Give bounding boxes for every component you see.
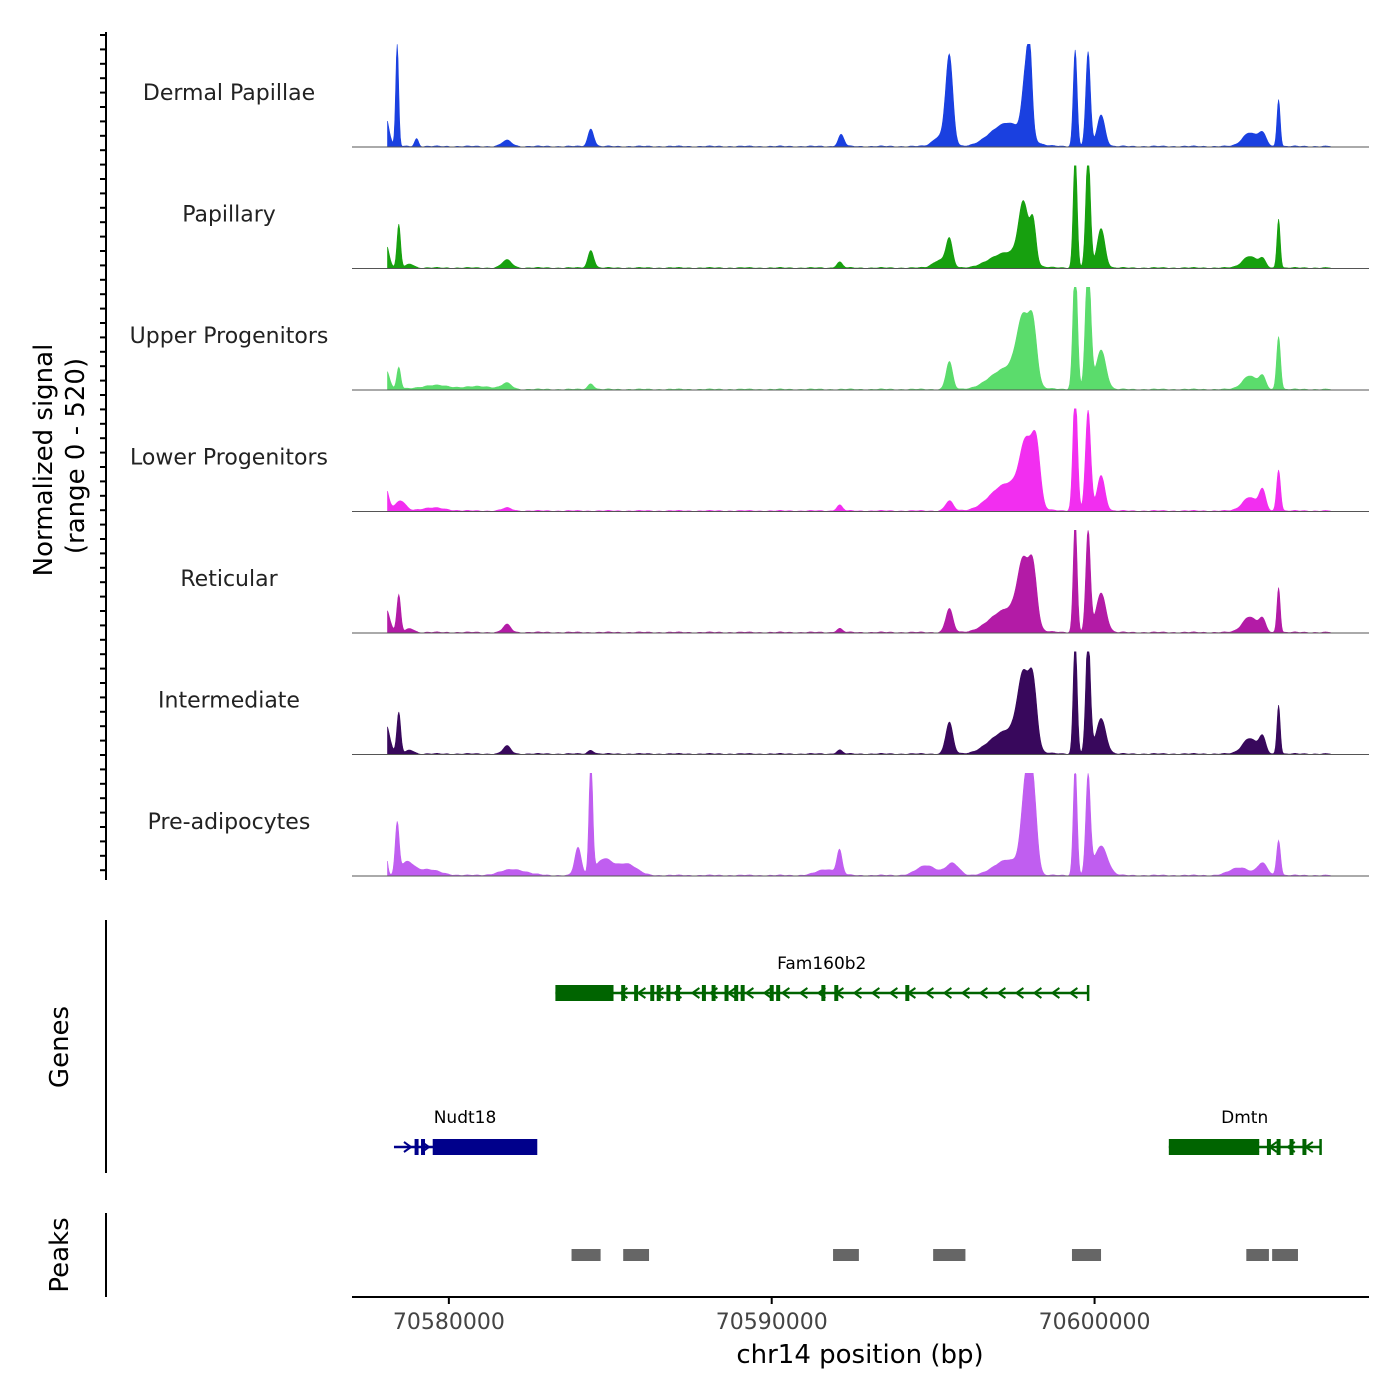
coverage-ylabel-line2: (range 0 - 520)	[61, 358, 91, 554]
exon	[634, 985, 639, 1001]
track-label: Intermediate	[158, 689, 300, 714]
strand-arrow	[780, 987, 790, 999]
exon	[1276, 1139, 1281, 1155]
strand-arrow	[924, 987, 934, 999]
exon	[1289, 1139, 1294, 1155]
peaks-axis-label: Peaks	[45, 1217, 75, 1292]
peak-region	[1272, 1249, 1298, 1261]
strand-arrow	[1050, 987, 1060, 999]
strand-arrow	[798, 987, 808, 999]
coverage-signal	[387, 44, 1331, 148]
strand-arrow	[636, 987, 646, 999]
coding-exon	[1168, 1139, 1260, 1155]
strand-arrow	[888, 987, 898, 999]
coverage-track: Lower Progenitors	[130, 408, 1369, 512]
exon	[621, 985, 626, 1001]
gene-label: Dmtn	[1221, 1108, 1268, 1128]
peak-region	[833, 1249, 859, 1261]
strand-arrow	[1032, 987, 1042, 999]
exon	[676, 985, 681, 1001]
exon	[711, 985, 716, 1001]
gene-label: Fam160b2	[777, 954, 866, 974]
exon	[724, 985, 729, 1001]
peak-region	[623, 1249, 650, 1261]
coverage-signal	[387, 165, 1331, 269]
peak-region	[571, 1249, 601, 1261]
genes-track: Fam160b2 Nudt18 Dmtn	[393, 954, 1322, 1155]
track-label: Dermal Papillae	[143, 81, 315, 106]
strand-arrow	[870, 987, 880, 999]
coding-exon	[432, 1139, 537, 1155]
coverage-signal	[387, 772, 1331, 877]
exon	[656, 985, 661, 1001]
strand-arrow	[654, 987, 664, 999]
coverage-track: Reticular	[180, 530, 1369, 634]
x-tick-label: 70600000	[1039, 1310, 1151, 1335]
strand-arrow	[744, 987, 754, 999]
coverage-track: Upper Progenitors	[130, 287, 1369, 391]
coverage-tracks: Dermal Papillae Papillary Upper Progenitor…	[130, 44, 1369, 877]
x-axis: 70580000 70590000 70600000	[352, 1296, 1369, 1335]
genes-axis-label: Genes	[45, 1006, 75, 1088]
coverage-y-axis	[100, 32, 107, 880]
track-label: Reticular	[180, 567, 278, 592]
peaks-track	[571, 1249, 1298, 1261]
exon	[769, 985, 774, 1001]
peak-region	[933, 1249, 966, 1261]
coverage-track: Dermal Papillae	[143, 44, 1369, 148]
strand-arrow	[1068, 987, 1078, 999]
coding-exon	[555, 985, 614, 1001]
exon	[701, 985, 706, 1001]
strand-arrow	[960, 987, 970, 999]
peak-region	[1246, 1249, 1269, 1261]
strand-arrow	[852, 987, 862, 999]
exon	[821, 985, 826, 1001]
strand-arrow	[942, 987, 952, 999]
track-label: Upper Progenitors	[130, 324, 329, 349]
track-label: Lower Progenitors	[130, 446, 328, 471]
exon	[905, 985, 910, 1001]
strand-arrow	[762, 987, 772, 999]
coverage-signal	[387, 651, 1331, 755]
coverage-ylabel-line1: Normalized signal	[29, 344, 59, 577]
strand-arrow	[1014, 987, 1024, 999]
exon	[1266, 1139, 1271, 1155]
coverage-signal	[387, 408, 1331, 512]
track-label: Papillary	[182, 203, 276, 228]
coverage-track: Papillary	[182, 165, 1369, 269]
gene: Fam160b2	[555, 954, 1090, 1001]
strand-arrow	[690, 987, 700, 999]
exon	[734, 985, 739, 1001]
exon	[1302, 1139, 1307, 1155]
x-axis-label: chr14 position (bp)	[736, 1340, 983, 1370]
x-axis-ticks: 70580000 70590000 70600000	[393, 1297, 1151, 1335]
strand-arrow	[403, 1141, 413, 1153]
coverage-track: Intermediate	[158, 651, 1369, 755]
exon	[776, 985, 781, 1001]
track-label: Pre-adipocytes	[148, 810, 311, 835]
exon	[834, 985, 839, 1001]
coverage-signal	[387, 287, 1331, 391]
coverage-y-ticks	[100, 34, 106, 872]
exon	[650, 985, 655, 1001]
exon	[740, 985, 745, 1001]
strand-arrow	[996, 987, 1006, 999]
strand-arrow	[978, 987, 988, 999]
exon	[414, 1139, 419, 1155]
gene-label: Nudt18	[434, 1108, 497, 1128]
x-tick-label: 70580000	[393, 1310, 505, 1335]
coverage-signal	[387, 530, 1331, 634]
coverage-track: Pre-adipocytes	[148, 772, 1369, 877]
x-tick-label: 70590000	[716, 1310, 828, 1335]
gene: Dmtn	[1168, 1108, 1322, 1155]
exon	[666, 985, 671, 1001]
peak-region	[1071, 1249, 1102, 1261]
gene: Nudt18	[393, 1108, 538, 1155]
exon	[421, 1139, 426, 1155]
